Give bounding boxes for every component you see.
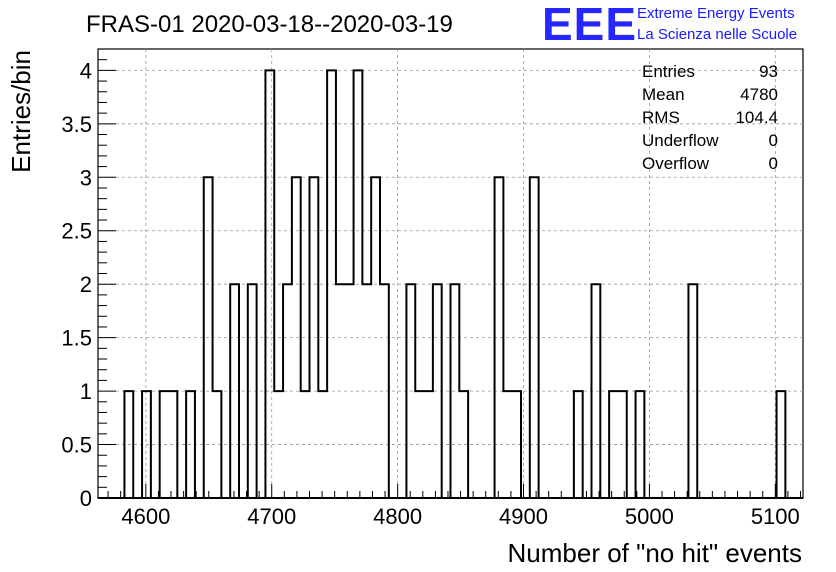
x-axis-title: Number of "no hit" events (508, 538, 803, 568)
stats-label: Entries (642, 62, 695, 81)
x-tick-label: 4700 (247, 504, 296, 529)
stats-label: Overflow (642, 154, 710, 173)
stats-value: 0 (769, 154, 778, 173)
y-axis: 0 0.5 1 1.5 2 2.5 3 3.5 4 (61, 48, 116, 511)
y-tick-label: 4 (80, 58, 92, 83)
x-tick-label: 4800 (373, 504, 422, 529)
chart-title: FRAS-01 2020-03-18--2020-03-19 (86, 11, 453, 38)
stats-value: 0 (769, 131, 778, 150)
logo-letters: EEE (542, 0, 637, 50)
y-tick-label: 3 (80, 165, 92, 190)
histogram-outline (123, 69, 787, 499)
x-tick-label: 5000 (625, 504, 674, 529)
y-tick-label: 1.5 (61, 326, 92, 351)
logo-line-2: La Scienza nelle Scuole (637, 26, 797, 43)
stats-label: Mean (642, 85, 685, 104)
histogram-bars (98, 69, 803, 499)
y-tick-label: 3.5 (61, 112, 92, 137)
y-tick-label: 0.5 (61, 433, 92, 458)
x-tick-label: 5100 (751, 504, 800, 529)
y-axis-title: Entries/bin (6, 50, 36, 173)
x-tick-label: 4600 (121, 504, 170, 529)
y-tick-label: 1 (80, 379, 92, 404)
x-tick-label: 4900 (499, 504, 548, 529)
stats-box: Entries 93 Mean 4780 RMS 104.4 Underflow 0 Overf… (642, 62, 778, 173)
stats-label: RMS (642, 108, 680, 127)
y-tick-label: 2 (80, 272, 92, 297)
x-axis: 4600 4700 4800 4900 5000 5100 (107, 484, 801, 529)
eee-logo: EEE Extreme Energy Events La Scienza nel… (542, 0, 797, 50)
y-tick-label: 2.5 (61, 219, 92, 244)
stats-value: 4780 (740, 85, 778, 104)
grid-lines (98, 49, 803, 498)
stats-value: 93 (759, 62, 778, 81)
y-tick-label: 0 (80, 486, 92, 511)
stats-label: Underflow (642, 131, 719, 150)
stats-value: 104.4 (735, 108, 778, 127)
logo-line-1: Extreme Energy Events (637, 5, 795, 22)
